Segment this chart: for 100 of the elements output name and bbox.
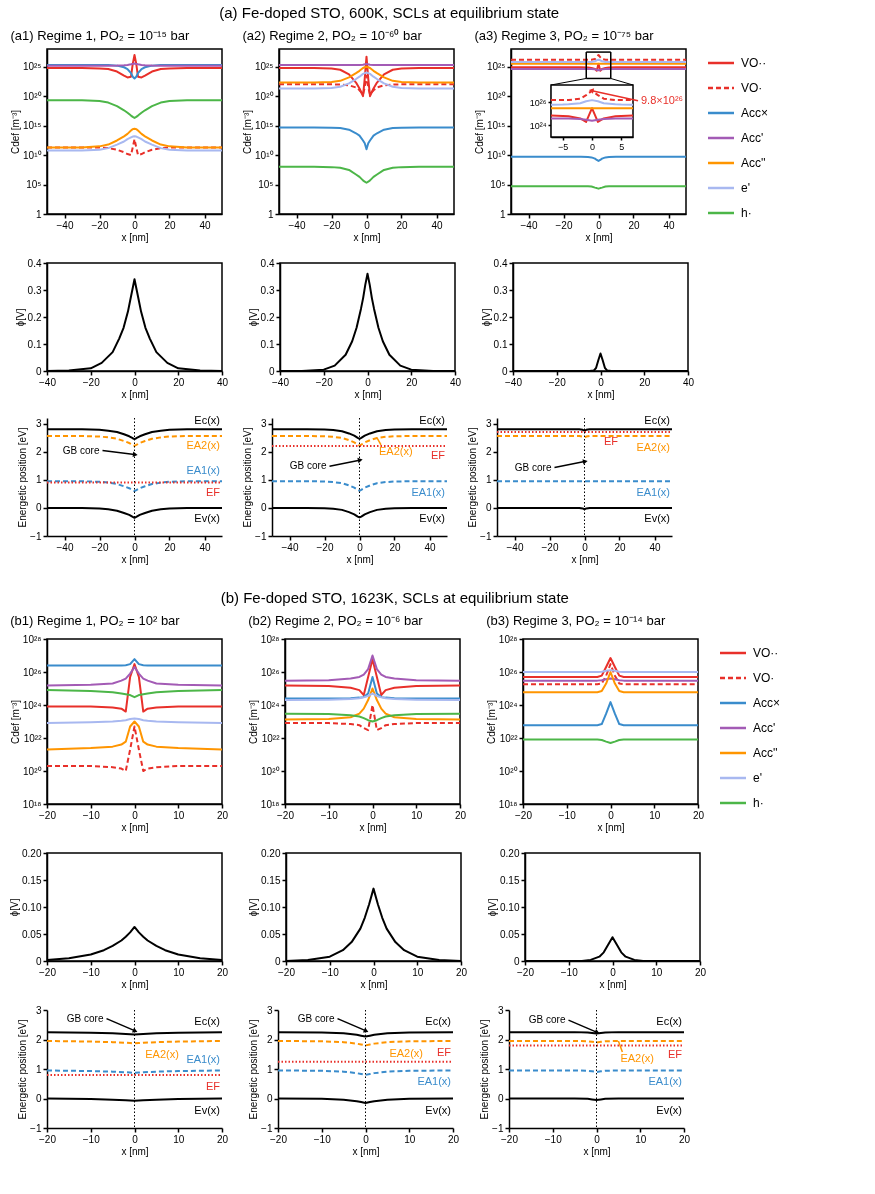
x-tick-label: 40: [682, 376, 695, 388]
y-tick-label: 0: [497, 1093, 504, 1104]
y-axis-title: ϕ[V]: [487, 898, 499, 917]
y-tick-label: 1: [35, 1063, 42, 1075]
y-tick-label: −1: [30, 1122, 42, 1134]
y-tick-label: 0: [35, 955, 42, 967]
x-tick-label: 0: [598, 376, 605, 388]
x-tick-label: −10: [82, 809, 101, 821]
series-label: Ec(x): [194, 1015, 220, 1028]
series-label: Ev(x): [419, 511, 445, 524]
series-label: EA2(x): [145, 1047, 179, 1060]
series-label: EA1(x): [186, 464, 220, 477]
x-tick-label: −20: [315, 376, 334, 388]
x-tick-label: −20: [39, 1133, 57, 1145]
y-axis-title: Energetic position [eV]: [248, 1019, 260, 1120]
y-tick-label: 10²²: [23, 732, 43, 744]
annotation: GB core: [62, 444, 100, 456]
x-tick-label: 0: [357, 541, 364, 553]
series-label: EF: [430, 449, 446, 462]
x-axis-title: x [nm]: [571, 553, 599, 565]
series-label: EA1(x): [186, 1053, 220, 1066]
y-tick-label: 10²⁶: [22, 666, 42, 678]
annotation: GB core: [528, 1014, 566, 1026]
y-tick-label: 10¹⁸: [498, 798, 518, 810]
y-tick-label: 0.20: [261, 847, 281, 859]
y-tick-label: 1: [499, 208, 506, 220]
annotation: GB core: [289, 460, 327, 472]
y-tick-label: 0: [513, 955, 520, 967]
y-tick-label: 0.05: [500, 928, 520, 940]
x-tick-label: 20: [455, 966, 468, 978]
x-tick-label: −40: [281, 541, 299, 553]
x-tick-label: −40: [56, 219, 74, 231]
y-axis-title: Energetic position [eV]: [467, 427, 479, 528]
x-axis-title: x [nm]: [121, 1145, 149, 1157]
y-tick-label: 0.10: [22, 901, 42, 913]
legend-label: EA2(x): [620, 1051, 654, 1064]
x-axis-title: x [nm]: [354, 388, 382, 400]
x-tick-label: −20: [548, 376, 567, 388]
x-tick-label: 40: [216, 376, 229, 388]
y-tick-label: 0.4: [493, 257, 508, 269]
y-tick-label: 10²⁵: [254, 61, 274, 73]
x-tick-label: 0: [594, 1133, 601, 1145]
y-tick-label: 10²⁰: [487, 90, 506, 102]
x-tick-label: −40: [506, 541, 524, 553]
x-tick-label: 0: [132, 809, 139, 821]
y-tick-label: 0: [485, 502, 492, 514]
x-tick-label: 0: [364, 219, 371, 231]
series-label: EF: [604, 435, 619, 448]
x-tick-label: −20: [323, 219, 341, 231]
y-axis-title: Energetic position [eV]: [479, 1019, 491, 1120]
y-tick-label: 10¹⁸: [260, 798, 280, 810]
x-tick-label: 0: [589, 141, 596, 152]
x-tick-label: 40: [431, 219, 443, 231]
y-tick-label: 0.3: [27, 284, 42, 296]
series-label: EA1(x): [648, 1075, 682, 1088]
y-tick-label: 10¹⁰: [23, 149, 42, 161]
x-tick-label: −10: [82, 966, 101, 978]
x-tick-label: −20: [316, 541, 334, 553]
y-tick-label: 0.15: [500, 874, 520, 886]
series-label: EF: [205, 1079, 221, 1092]
y-tick-label: 0: [274, 955, 281, 967]
y-tick-label: 0.2: [27, 311, 42, 323]
annotation: GB core: [514, 461, 552, 473]
x-tick-label: −20: [278, 966, 296, 978]
y-axis-title: Cdef [m⁻³]: [473, 109, 485, 155]
y-tick-label: 0.05: [22, 928, 42, 940]
x-tick-label: −20: [270, 1133, 288, 1145]
y-tick-label: −1: [480, 530, 492, 542]
x-tick-label: 0: [582, 541, 589, 553]
x-tick-label: −20: [277, 809, 295, 821]
legend-label: EA2(x): [379, 444, 413, 457]
y-tick-label: −1: [261, 1122, 273, 1134]
y-axis-title: ϕ[V]: [14, 308, 26, 327]
x-tick-label: 20: [216, 809, 229, 821]
series-label: Ev(x): [425, 1103, 451, 1116]
y-tick-label: 3: [35, 1004, 42, 1016]
y-tick-label: 10²⁴: [498, 699, 518, 711]
y-tick-label: 10²⁸: [22, 633, 42, 645]
x-tick-label: 20: [447, 1133, 460, 1145]
text: (b) Fe-doped STO, 1623K, SCLs at equilibrium state: [220, 589, 569, 607]
x-tick-label: 20: [406, 376, 418, 388]
x-tick-label: −20: [555, 219, 573, 231]
y-tick-label: 0.10: [500, 901, 520, 913]
y-tick-label: 10²⁴: [529, 120, 547, 131]
legend-label: e': [753, 771, 762, 785]
x-tick-label: 40: [424, 541, 436, 553]
x-tick-label: 20: [389, 541, 401, 553]
x-axis-title: x [nm]: [121, 553, 149, 565]
x-tick-label: 0: [365, 376, 372, 388]
x-tick-label: −20: [91, 541, 109, 553]
x-tick-label: −20: [39, 966, 57, 978]
series-label: EA2(x): [186, 438, 220, 451]
y-tick-label: 0.3: [493, 284, 508, 296]
x-tick-label: −10: [321, 966, 340, 978]
y-axis-title: ϕ[V]: [480, 308, 492, 327]
y-tick-label: 2: [497, 1034, 504, 1045]
y-tick-label: 10²⁶: [498, 666, 518, 678]
y-tick-label: 0.10: [261, 901, 281, 913]
y-tick-label: 2: [35, 446, 42, 458]
y-tick-label: 0: [35, 1093, 42, 1104]
